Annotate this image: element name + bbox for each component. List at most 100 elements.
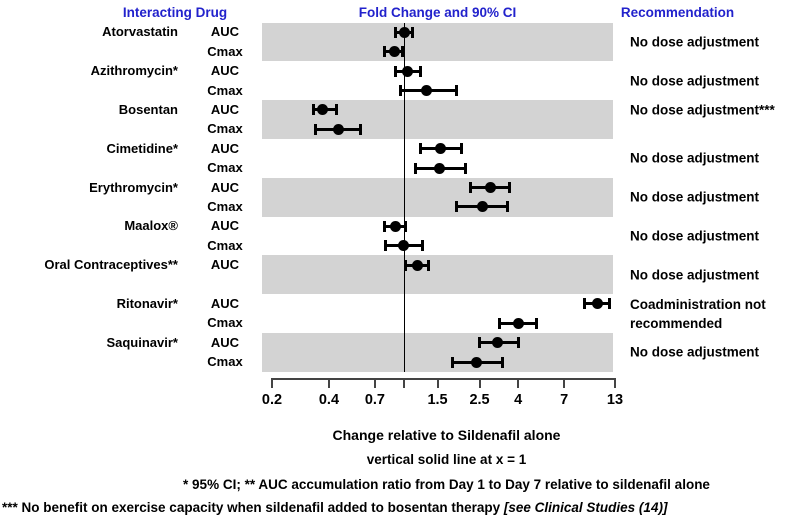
param-label-azithromycin-cmax: Cmax (207, 82, 243, 98)
ci-cap-high-ritonavir-auc (608, 298, 612, 310)
ci-cap-low-maalox-auc (383, 220, 387, 232)
ci-cap-low-erythromycin-cmax (455, 201, 459, 213)
ci-cap-low-atorvastatin-cmax (383, 46, 387, 58)
estimate-marker-ritonavir-cmax (512, 317, 524, 329)
row-band-oral-contraceptives (262, 255, 613, 295)
axis-tick (373, 378, 376, 388)
axis-tick-label: 2.5 (469, 392, 490, 408)
drug-label-oral-contraceptives: Oral Contraceptives** (44, 257, 178, 273)
axis-tick (327, 378, 330, 388)
ci-cap-low-atorvastatin-auc (394, 26, 398, 38)
ci-cap-low-maalox-cmax (384, 240, 388, 252)
drug-label-azithromycin: Azithromycin* (90, 63, 178, 79)
ci-cap-high-bosentan-cmax (359, 123, 363, 135)
ci-cap-high-erythromycin-cmax (505, 201, 509, 213)
axis-tick-label: 7 (560, 392, 569, 408)
axis-tick-label: 0.2 (261, 392, 283, 408)
column-header-interacting-drug: Interacting Drug (122, 5, 228, 20)
drug-label-maalox: Maalox® (124, 218, 178, 234)
ci-cap-high-saquinavir-auc (516, 337, 520, 349)
drug-label-saquinavir: Saquinavir* (106, 334, 178, 350)
param-label-erythromycin-cmax: Cmax (207, 198, 243, 214)
recommendation-erythromycin: No dose adjustment (630, 189, 760, 205)
ci-cap-low-cimetidine-cmax (414, 162, 418, 174)
estimate-marker-bosentan-cmax (333, 123, 345, 135)
x-axis-line (271, 378, 616, 380)
axis-tick-label: 1.5 (427, 392, 448, 408)
ci-cap-high-bosentan-auc (335, 104, 339, 116)
estimate-marker-atorvastatin-cmax (389, 46, 401, 58)
column-header-recommendation: Recommendation (620, 5, 735, 20)
row-band-erythromycin (262, 177, 613, 217)
estimate-marker-atorvastatin-auc (398, 26, 410, 38)
axis-tick (403, 378, 406, 388)
recommendation-atorvastatin: No dose adjustment (630, 34, 760, 50)
recommendation-azithromycin: No dose adjustment (630, 73, 760, 89)
drug-label-atorvastatin: Atorvastatin (102, 24, 178, 40)
axis-tick (517, 378, 520, 388)
axis-tick-label: 13 (606, 392, 624, 408)
ci-cap-high-atorvastatin-auc (411, 26, 415, 38)
param-label-bosentan-auc: AUC (210, 101, 240, 117)
param-label-atorvastatin-cmax: Cmax (207, 43, 243, 59)
drug-label-cimetidine: Cimetidine* (106, 140, 178, 156)
param-label-azithromycin-auc: AUC (210, 63, 240, 79)
ci-cap-high-cimetidine-cmax (463, 162, 467, 174)
ci-cap-high-erythromycin-auc (507, 182, 511, 193)
footnote-bosentan-reference: [see Clinical Studies (14)] (503, 500, 668, 515)
ci-cap-low-bosentan-auc (311, 104, 315, 116)
drug-label-erythromycin: Erythromycin* (89, 179, 178, 195)
ci-cap-high-maalox-auc (404, 220, 408, 232)
param-label-saquinavir-cmax: Cmax (207, 354, 243, 370)
estimate-marker-bosentan-auc (317, 104, 329, 116)
ci-cap-low-azithromycin-cmax (398, 85, 402, 96)
ci-cap-low-ritonavir-cmax (498, 317, 502, 329)
axis-tick-label: 0.4 (318, 392, 340, 408)
recommendation-oral-contraceptives: No dose adjustment (630, 267, 760, 283)
estimate-marker-erythromycin-cmax (477, 201, 489, 213)
ci-cap-high-ritonavir-cmax (534, 317, 538, 329)
drug-label-bosentan: Bosentan (118, 101, 178, 117)
axis-tick-label: 4 (514, 392, 523, 408)
estimate-marker-erythromycin-auc (484, 182, 496, 193)
estimate-marker-azithromycin-cmax (420, 85, 432, 96)
footnote-bosentan: *** No benefit on exercise capacity when… (2, 500, 791, 515)
row-band-atorvastatin (262, 22, 613, 62)
estimate-marker-saquinavir-auc (491, 337, 503, 349)
param-label-erythromycin-auc: AUC (210, 179, 240, 195)
param-label-maalox-cmax: Cmax (207, 237, 243, 253)
param-label-cimetidine-cmax: Cmax (207, 160, 243, 176)
param-label-oral-contraceptives-auc: AUC (210, 257, 240, 273)
estimate-marker-ritonavir-auc (591, 298, 603, 310)
param-label-ritonavir-auc: AUC (210, 295, 240, 311)
ci-cap-low-saquinavir-cmax (451, 356, 455, 368)
recommendation-bosentan: No dose adjustment*** (630, 102, 775, 118)
footnote-bosentan-text: *** No benefit on exercise capacity when… (2, 500, 504, 515)
estimate-marker-maalox-cmax (397, 240, 409, 252)
param-label-ritonavir-cmax: Cmax (207, 315, 243, 331)
ci-cap-high-maalox-cmax (421, 240, 425, 252)
axis-tick (436, 378, 439, 388)
axis-tick (563, 378, 566, 388)
estimate-marker-cimetidine-cmax (434, 162, 446, 174)
estimate-marker-oral-contraceptives-auc (411, 259, 423, 271)
param-label-atorvastatin-auc: AUC (210, 24, 240, 40)
param-label-saquinavir-auc: AUC (210, 334, 240, 350)
footnote-ci: * 95% CI; ** AUC accumulation ratio from… (183, 477, 710, 492)
ci-cap-high-saquinavir-cmax (500, 356, 504, 368)
recommendation-saquinavir: No dose adjustment (630, 344, 760, 360)
recommendation-ritonavir: Coadministration not recommended (630, 296, 766, 331)
ci-cap-low-saquinavir-auc (478, 337, 482, 349)
axis-tick (271, 378, 273, 388)
ci-cap-low-oral-contraceptives-auc (404, 259, 408, 271)
recommendation-cimetidine: No dose adjustment (630, 150, 760, 166)
estimate-marker-azithromycin-auc (401, 65, 413, 77)
estimate-marker-maalox-auc (390, 220, 402, 232)
row-band-saquinavir (262, 333, 613, 372)
ci-cap-high-cimetidine-auc (459, 143, 463, 155)
ci-cap-high-azithromycin-cmax (455, 85, 459, 96)
param-label-maalox-auc: AUC (210, 218, 240, 234)
estimate-marker-cimetidine-auc (435, 143, 447, 155)
ci-cap-high-oral-contraceptives-auc (426, 259, 430, 271)
